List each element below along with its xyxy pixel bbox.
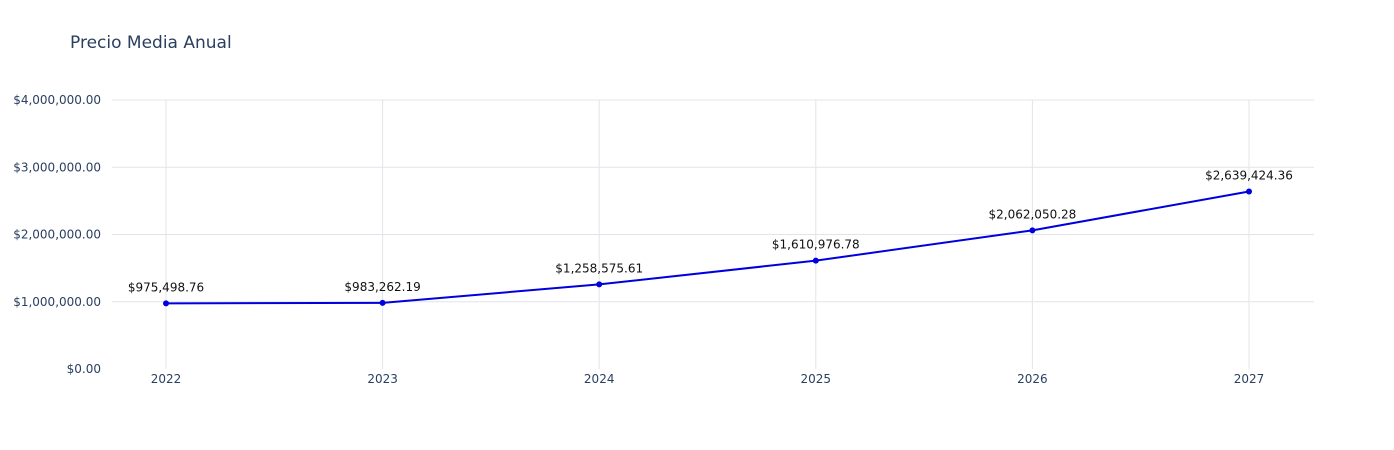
- x-tick-label: 2023: [367, 372, 398, 386]
- data-label: $1,258,575.61: [555, 261, 643, 275]
- chart-title: Precio Media Anual: [70, 33, 232, 53]
- x-tick-label: 2025: [801, 372, 832, 386]
- grid: [112, 99, 1314, 369]
- x-tick-label: 2026: [1017, 372, 1048, 386]
- data-label: $2,062,050.28: [989, 207, 1077, 221]
- y-tick-label: $3,000,000.00: [13, 160, 101, 174]
- data-label: $1,610,976.78: [772, 238, 860, 252]
- y-axis-ticks: $0.00 $1,000,000.00 $2,000,000.00 $3,000,00…: [13, 93, 101, 376]
- x-tick-label: 2024: [584, 372, 615, 386]
- data-point[interactable]: [812, 257, 819, 264]
- data-point[interactable]: [596, 281, 603, 288]
- y-tick-label: $4,000,000.00: [13, 93, 101, 107]
- data-point[interactable]: [163, 300, 169, 307]
- data-label: $975,498.76: [128, 280, 204, 294]
- y-tick-label: $2,000,000.00: [13, 228, 101, 242]
- data-label: $983,262.19: [344, 280, 420, 294]
- data-point[interactable]: [379, 299, 386, 306]
- series: [163, 188, 1252, 307]
- x-tick-label: 2027: [1234, 372, 1265, 386]
- data-point[interactable]: [1029, 227, 1036, 234]
- data-point[interactable]: [1246, 188, 1252, 195]
- data-labels: $975,498.76 $983,262.19 $1,258,575.61 $1,61…: [128, 168, 1293, 294]
- y-tick-label: $0.00: [67, 362, 101, 376]
- x-axis-ticks: 2022 2023 2024 2025 2026 2027: [151, 372, 1265, 386]
- series-line: [165, 190, 1250, 305]
- y-tick-label: $1,000,000.00: [13, 295, 101, 309]
- data-label: $2,639,424.36: [1205, 168, 1293, 182]
- x-tick-label: 2022: [151, 372, 182, 386]
